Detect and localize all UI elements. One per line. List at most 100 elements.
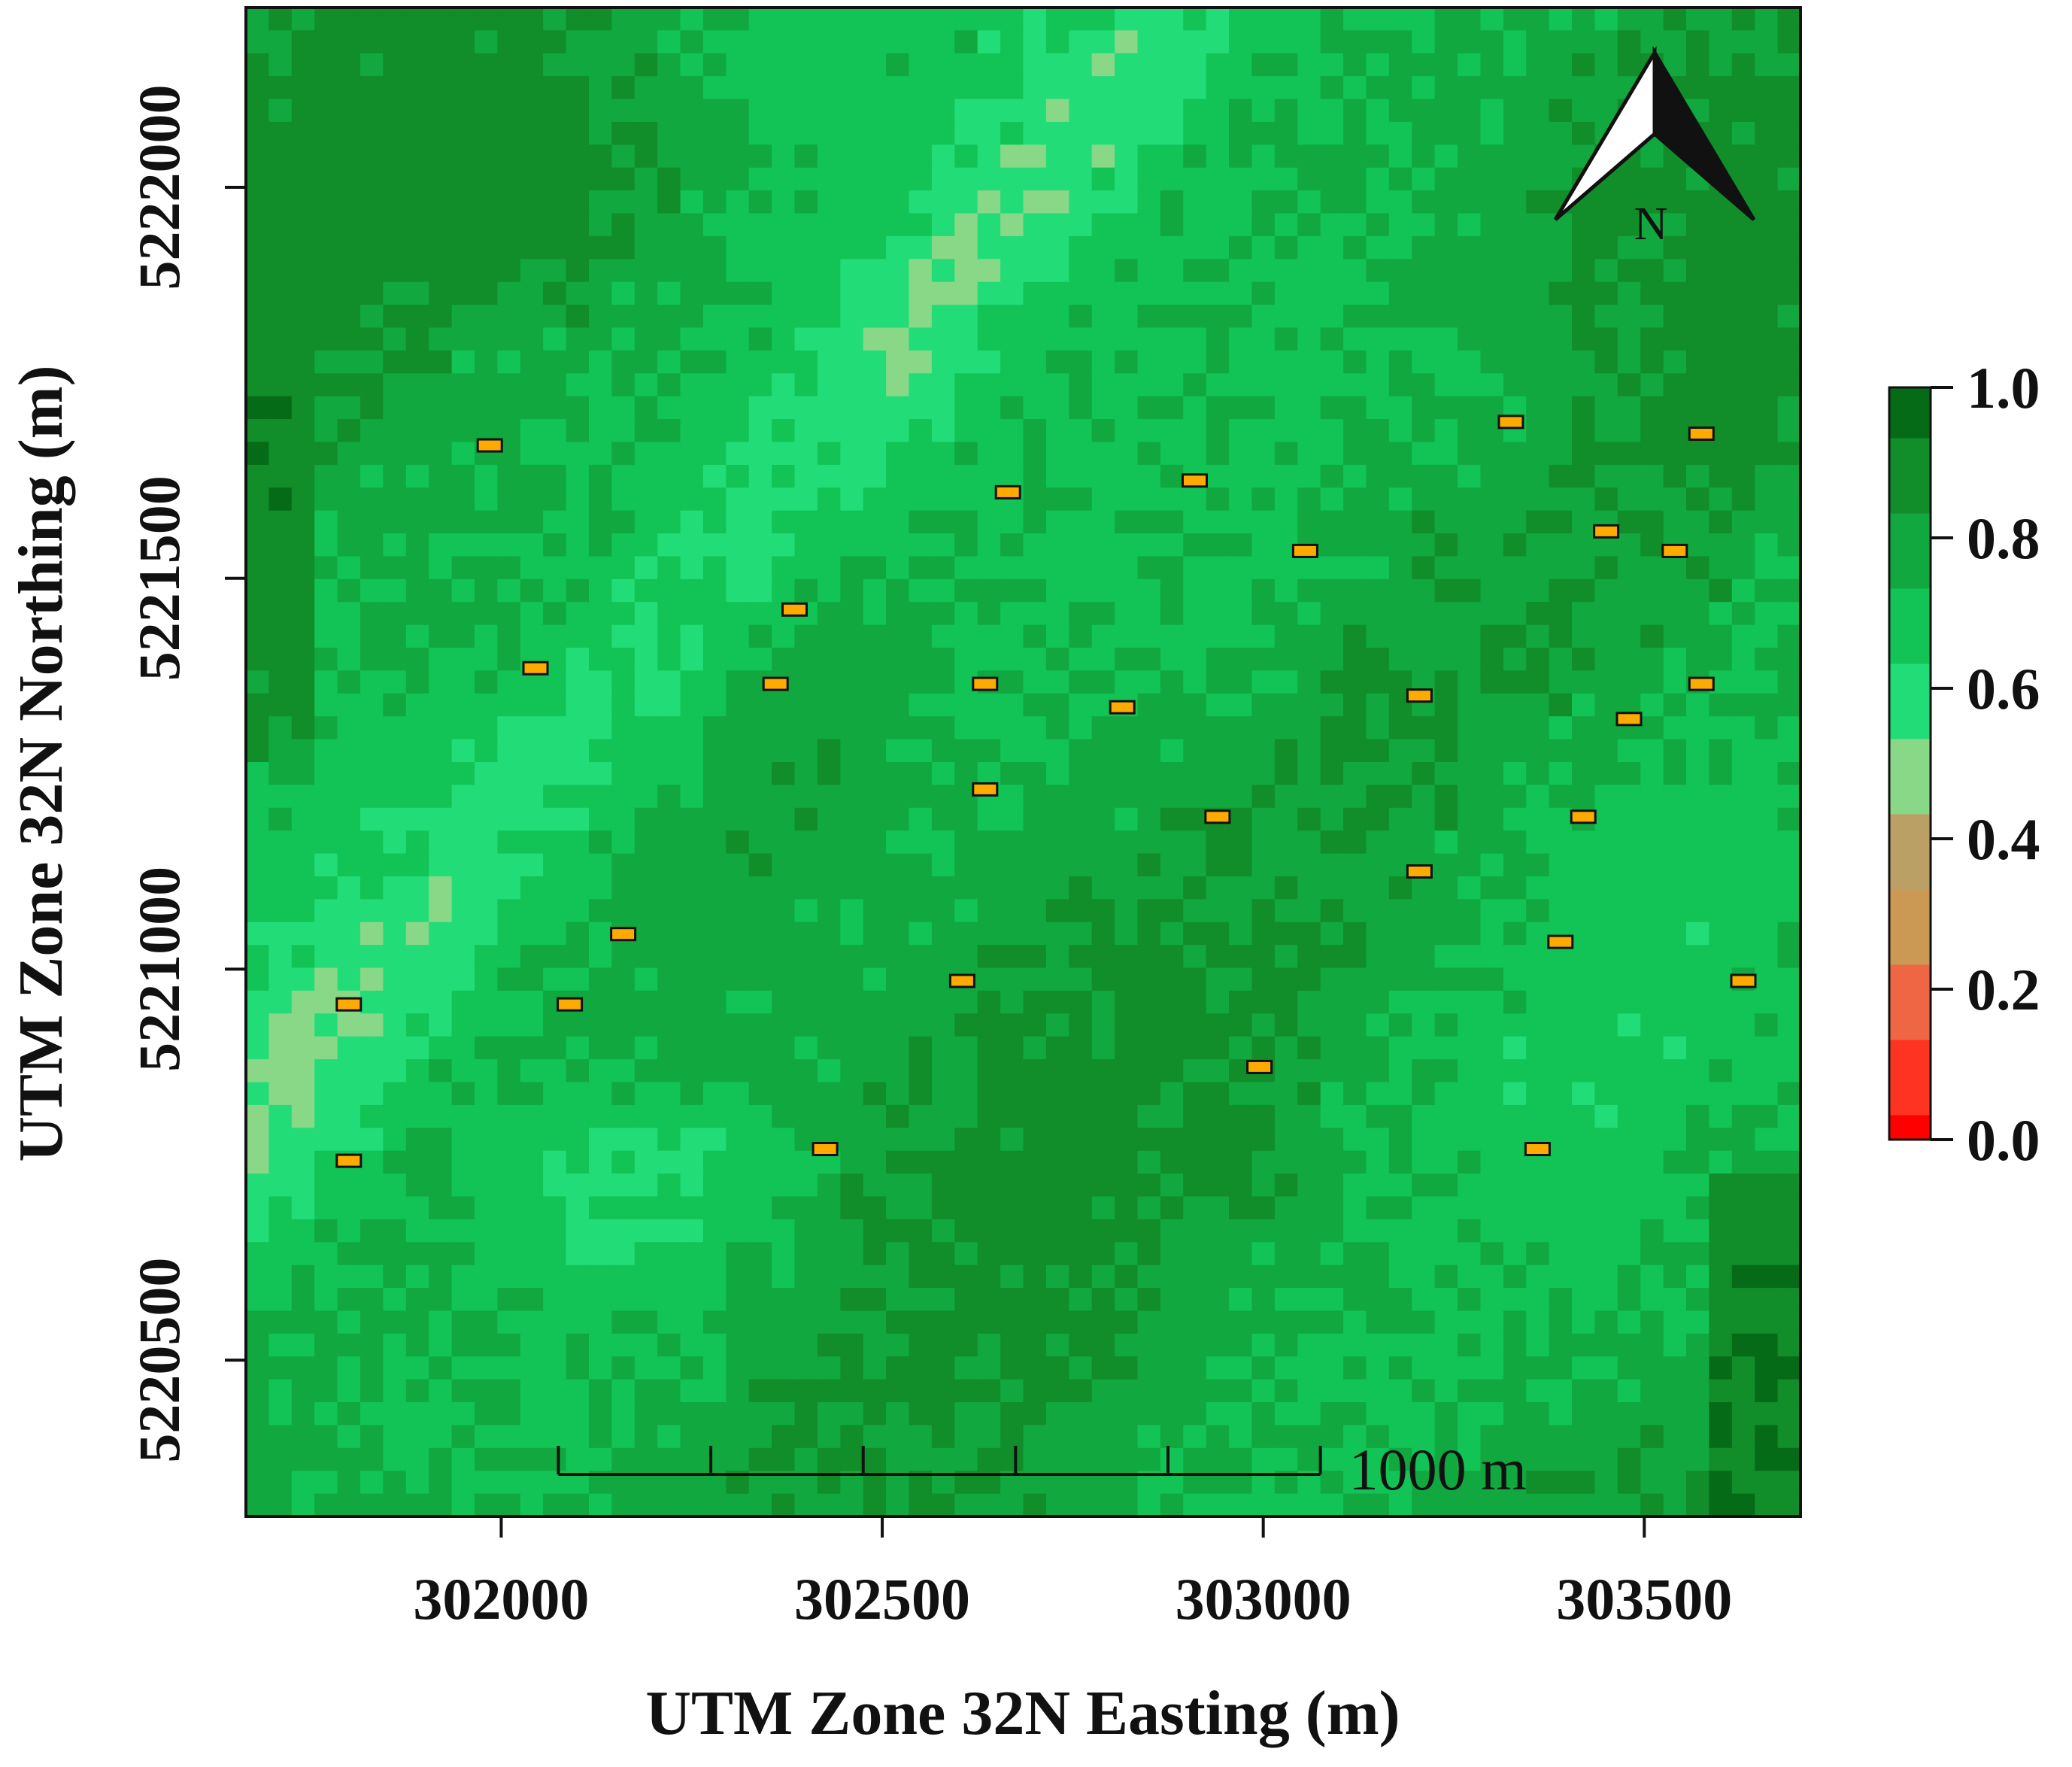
raster-cell <box>1137 442 1161 466</box>
raster-cell <box>1320 1333 1344 1357</box>
raster-cell <box>634 1447 658 1471</box>
raster-cell <box>543 556 567 580</box>
raster-cell <box>451 716 475 740</box>
raster-cell <box>886 99 910 123</box>
raster-cell <box>931 1104 955 1128</box>
raster-cell <box>337 1447 361 1471</box>
raster-cell <box>657 578 681 603</box>
raster-cell <box>702 739 727 763</box>
raster-cell <box>1503 8 1527 31</box>
sample-point-marker <box>1291 543 1318 558</box>
raster-cell <box>1251 259 1276 283</box>
raster-cell <box>405 259 429 283</box>
raster-cell <box>1777 693 1801 717</box>
raster-cell <box>1045 373 1069 397</box>
raster-cell <box>886 945 910 969</box>
raster-cell <box>497 1059 521 1083</box>
raster-cell <box>1549 1333 1573 1357</box>
raster-cell <box>1274 259 1298 283</box>
raster-cell <box>1069 1059 1093 1083</box>
raster-cell <box>817 442 841 466</box>
raster-cell <box>1755 578 1779 603</box>
raster-cell <box>1549 1402 1573 1426</box>
raster-cell <box>1320 899 1344 923</box>
raster-cell <box>702 281 727 305</box>
raster-cell <box>748 167 772 191</box>
raster-cell <box>1412 235 1436 260</box>
legend-swatch <box>1889 588 1931 664</box>
legend-swatch <box>1889 739 1931 815</box>
raster-cell <box>1229 281 1253 305</box>
raster-cell <box>383 259 407 283</box>
raster-cell <box>268 190 293 214</box>
raster-cell <box>772 190 796 214</box>
raster-cell <box>1069 30 1093 54</box>
raster-cell <box>1434 327 1458 351</box>
raster-cell <box>1343 121 1367 145</box>
raster-cell <box>588 1013 612 1037</box>
raster-cell <box>1572 1402 1596 1426</box>
raster-cell <box>1343 648 1367 672</box>
raster-cell <box>246 602 269 626</box>
raster-cell <box>1069 853 1093 877</box>
raster-cell <box>1617 967 1641 991</box>
raster-cell <box>1434 1219 1458 1243</box>
raster-cell <box>702 1013 727 1037</box>
raster-cell <box>246 1447 269 1471</box>
raster-cell <box>1320 739 1344 763</box>
raster-cell <box>1731 899 1755 923</box>
raster-cell <box>634 350 658 374</box>
raster-cell <box>1412 899 1436 923</box>
raster-cell <box>1503 602 1527 626</box>
raster-cell <box>1663 1128 1687 1152</box>
raster-cell <box>748 350 772 374</box>
raster-cell <box>429 1242 453 1266</box>
raster-cell <box>268 785 293 809</box>
raster-cell <box>1480 785 1504 809</box>
raster-cell <box>1709 350 1733 374</box>
raster-cell <box>1297 648 1321 672</box>
raster-cell <box>954 442 978 466</box>
raster-cell <box>1229 144 1253 169</box>
raster-cell <box>931 1013 955 1037</box>
raster-cell <box>840 464 864 488</box>
raster-cell <box>1229 602 1253 626</box>
raster-cell <box>1023 1196 1047 1220</box>
raster-cell <box>1023 281 1047 305</box>
raster-cell <box>497 716 521 740</box>
raster-cell <box>1091 235 1115 260</box>
raster-cell <box>1388 1013 1412 1037</box>
raster-cell <box>1709 1265 1733 1289</box>
raster-cell <box>1709 899 1733 923</box>
raster-cell <box>611 350 636 374</box>
raster-cell <box>634 1150 658 1174</box>
raster-cell <box>1274 30 1298 54</box>
raster-cell <box>1777 967 1801 991</box>
raster-cell <box>1617 1425 1641 1449</box>
raster-cell <box>520 624 544 648</box>
raster-cell <box>1526 921 1550 946</box>
raster-cell <box>291 945 315 969</box>
raster-cell <box>1617 945 1641 969</box>
raster-cell <box>520 30 544 54</box>
raster-cell <box>1572 899 1596 923</box>
raster-cell <box>1115 327 1139 351</box>
raster-cell <box>1274 76 1298 100</box>
raster-cell <box>680 510 704 534</box>
raster-cell <box>337 1036 361 1060</box>
raster-cell <box>1594 442 1618 466</box>
raster-cell <box>1045 1059 1069 1083</box>
raster-cell <box>314 533 338 557</box>
raster-cell <box>588 281 612 305</box>
raster-cell <box>566 1036 590 1060</box>
raster-cell <box>1503 53 1527 77</box>
raster-cell <box>840 602 864 626</box>
raster-cell <box>931 1082 955 1106</box>
raster-cell <box>1617 1082 1641 1106</box>
raster-cell <box>1137 1447 1161 1471</box>
raster-cell <box>840 556 864 580</box>
raster-cell <box>451 578 475 603</box>
raster-cell <box>840 1128 864 1152</box>
raster-cell <box>680 785 704 809</box>
raster-cell <box>1183 945 1207 969</box>
